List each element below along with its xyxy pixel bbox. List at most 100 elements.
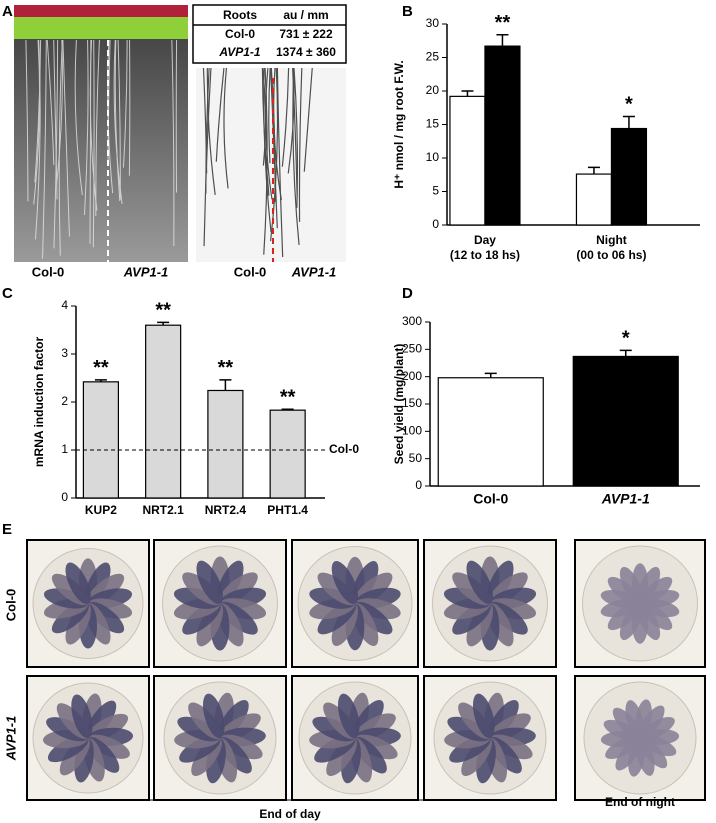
- bar: [145, 324, 182, 499]
- leaf: [71, 694, 93, 739]
- y-axis-label: Seed yield (mg/plant): [392, 344, 406, 465]
- root: [62, 39, 70, 237]
- bar: [484, 45, 521, 226]
- root: [25, 39, 29, 202]
- root: [53, 39, 59, 249]
- root: [268, 67, 271, 164]
- leaf: [65, 562, 91, 604]
- significance: **: [218, 357, 234, 379]
- root: [122, 39, 128, 168]
- significance: *: [625, 94, 633, 116]
- leaf: [202, 693, 225, 739]
- y-tick-label: 0: [61, 490, 68, 504]
- x-tick-note: (12 to 18 hs): [450, 248, 520, 262]
- leaf: [196, 560, 224, 604]
- root: [53, 39, 58, 200]
- y-tick-label: 250: [402, 342, 422, 356]
- image-label: Col-0: [32, 264, 65, 279]
- root: [292, 67, 298, 198]
- significance: *: [622, 328, 630, 350]
- y-axis-label: H⁺ nmol / mg root F.W.: [392, 60, 406, 188]
- panel-label: A: [2, 3, 13, 20]
- y-tick-label: 1: [61, 442, 68, 456]
- table-cell: Col-0: [225, 27, 255, 41]
- y-tick-label: 15: [426, 117, 440, 131]
- y-tick-label: 200: [402, 369, 422, 383]
- root: [84, 39, 89, 216]
- image-label: Col-0: [234, 264, 267, 279]
- root: [270, 67, 278, 229]
- y-tick-label: 3: [61, 346, 68, 360]
- group-label: End of day: [259, 807, 321, 821]
- bar: [82, 381, 120, 499]
- y-tick-label: 20: [426, 83, 440, 97]
- plate-photos: [26, 539, 706, 801]
- leaf: [466, 560, 494, 604]
- error-bar: [496, 33, 509, 47]
- root: [56, 39, 63, 184]
- root: [58, 39, 63, 256]
- x-tick-label: Night: [596, 233, 627, 247]
- root: [92, 39, 95, 248]
- significance: **: [93, 357, 109, 379]
- root: [263, 67, 268, 255]
- root: [33, 39, 41, 205]
- bar: [269, 409, 306, 499]
- error-bar: [484, 372, 497, 378]
- error-bar: [461, 90, 474, 97]
- table-header: Roots: [223, 8, 257, 22]
- root: [95, 39, 100, 217]
- root: [223, 67, 229, 189]
- error-bar: [619, 349, 632, 357]
- x-tick-label: KUP2: [85, 503, 117, 517]
- root: [203, 67, 212, 247]
- leaf: [472, 693, 495, 739]
- x-tick-label: PHT1.4: [267, 503, 308, 517]
- bar: [575, 173, 613, 226]
- root: [206, 67, 216, 195]
- significance: **: [155, 300, 171, 322]
- panel-label: B: [402, 3, 413, 20]
- root: [34, 39, 41, 240]
- x-tick-note: (00 to 06 hs): [576, 248, 646, 262]
- x-tick-label: AVP1-1: [601, 491, 650, 507]
- leaf: [625, 700, 644, 739]
- root: [34, 39, 42, 183]
- root: [303, 67, 313, 172]
- root: [117, 39, 121, 201]
- panel-label: D: [402, 285, 413, 302]
- bar: [572, 355, 679, 487]
- x-tick-label: Col-0: [473, 491, 508, 507]
- y-tick-label: 0: [432, 217, 439, 231]
- table-cell: AVP1-1: [218, 45, 260, 59]
- significance: **: [280, 386, 296, 408]
- image-label: AVP1-1: [291, 264, 337, 279]
- x-tick-label: NRT2.1: [142, 503, 184, 517]
- table: Roots au / mm Col-0 731 ± 222 AVP1-1 137…: [192, 4, 347, 64]
- y-tick-label: 2: [61, 394, 68, 408]
- leaf: [337, 693, 360, 739]
- x-tick-label: Day: [474, 233, 496, 247]
- group-label: End of night: [605, 795, 675, 809]
- root: [287, 67, 295, 174]
- root: [261, 67, 270, 196]
- bar: [449, 95, 486, 226]
- root: [113, 39, 123, 205]
- y-tick-label: 25: [426, 50, 440, 64]
- error-bar: [219, 379, 232, 391]
- leaf: [619, 566, 643, 604]
- image-label: AVP1-1: [123, 264, 169, 279]
- y-tick-label: 4: [61, 298, 68, 312]
- error-bar: [587, 166, 600, 175]
- root: [46, 39, 55, 166]
- root: [298, 67, 303, 222]
- x-tick-label: NRT2.4: [205, 503, 247, 517]
- row-label: Col-0: [3, 589, 18, 622]
- y-tick-label: 10: [426, 150, 440, 164]
- root: [281, 67, 290, 167]
- root: [74, 39, 83, 196]
- row-label: AVP1-1: [3, 716, 18, 762]
- significance: **: [495, 12, 511, 34]
- root: [114, 39, 121, 202]
